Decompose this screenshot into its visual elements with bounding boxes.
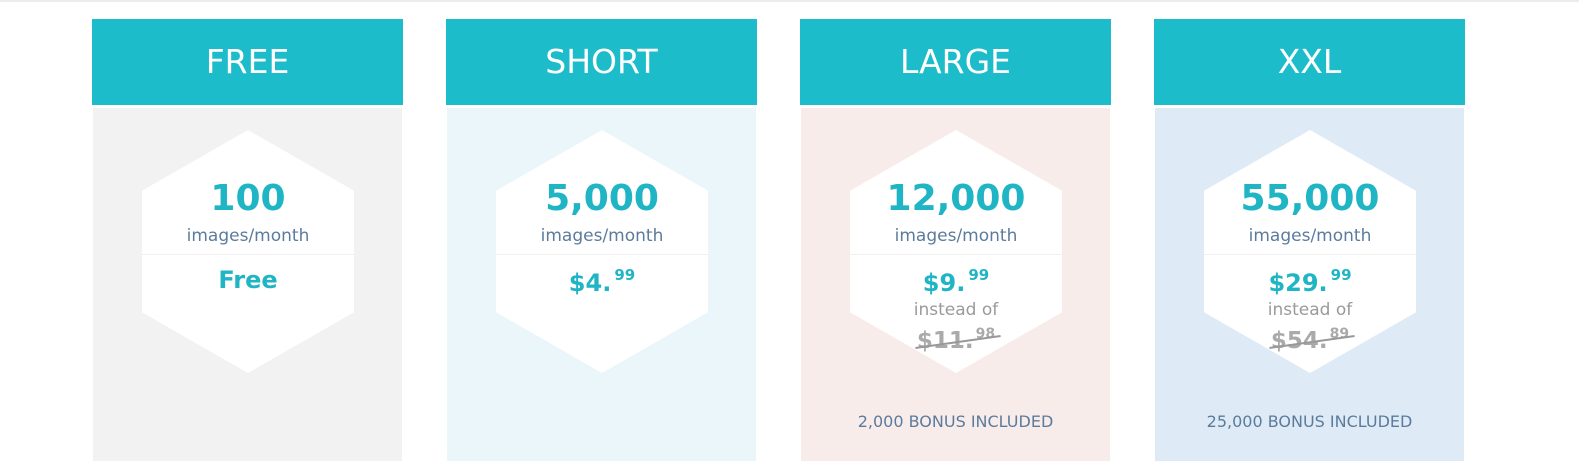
old-price-main: $11. (916, 328, 974, 354)
plan-price: $9. 99 (850, 266, 1062, 297)
divider (850, 254, 1062, 255)
price-main: $9. (922, 269, 966, 297)
divider (1204, 254, 1416, 255)
instead-of-label: instead of (913, 300, 999, 320)
hexagon-badge: 55,000 images/month $29. 99 instead of $5… (1204, 130, 1416, 373)
plan-unit: images/month (186, 226, 310, 246)
plan-card-xxl[interactable]: XXL 55,000 images/month $29. 99 instead o… (1154, 19, 1465, 461)
hexagon-badge: 5,000 images/month $4. 99 (496, 130, 708, 373)
plan-unit: images/month (1248, 226, 1372, 246)
plan-card-free[interactable]: FREE 100 images/month Free (92, 19, 403, 461)
plan-body: 5,000 images/month $4. 99 (447, 108, 756, 461)
top-divider (0, 0, 1579, 2)
bonus-label: 25,000 BONUS INCLUDED (1206, 412, 1413, 431)
price-main: Free (218, 266, 278, 294)
bonus-label: 2,000 BONUS INCLUDED (857, 412, 1054, 431)
divider (142, 254, 354, 255)
plan-title: SHORT (446, 19, 757, 105)
price-cents: 99 (614, 266, 636, 284)
plan-body: 55,000 images/month $29. 99 instead of $5… (1155, 108, 1464, 461)
plan-quantity: 12,000 (886, 178, 1026, 219)
plan-quantity: 55,000 (1240, 178, 1380, 219)
plan-title: FREE (92, 19, 403, 105)
hexagon-badge: 100 images/month Free (142, 130, 354, 373)
old-price-cents: 98 (975, 326, 996, 342)
old-price: $11. 98 (850, 326, 1062, 354)
plan-price: $4. 99 (496, 266, 708, 297)
plan-title: LARGE (800, 19, 1111, 105)
plan-price: $29. 99 (1204, 266, 1416, 297)
old-price-main: $54. (1270, 328, 1328, 354)
plan-quantity: 5,000 (545, 178, 659, 219)
price-main: $29. (1268, 269, 1328, 297)
plan-price: Free (142, 266, 354, 294)
plan-unit: images/month (894, 226, 1018, 246)
hexagon-badge: 12,000 images/month $9. 99 instead of $11… (850, 130, 1062, 373)
plan-card-large[interactable]: LARGE 12,000 images/month $9. 99 instead … (800, 19, 1111, 461)
plan-card-short[interactable]: SHORT 5,000 images/month $4. 99 (446, 19, 757, 461)
old-price-cents: 89 (1329, 326, 1350, 342)
price-cents: 99 (968, 266, 990, 284)
plan-body: 100 images/month Free (93, 108, 402, 461)
price-main: $4. (568, 269, 612, 297)
divider (496, 254, 708, 255)
plan-body: 12,000 images/month $9. 99 instead of $11… (801, 108, 1110, 461)
plan-title: XXL (1154, 19, 1465, 105)
plan-quantity: 100 (210, 178, 286, 219)
old-price: $54. 89 (1204, 326, 1416, 354)
price-cents: 99 (1330, 266, 1352, 284)
plan-unit: images/month (540, 226, 664, 246)
instead-of-label: instead of (1267, 300, 1353, 320)
